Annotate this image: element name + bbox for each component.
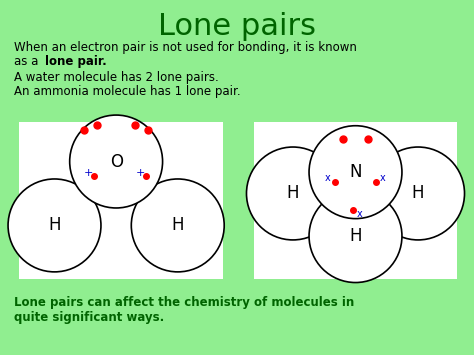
Text: +: +	[136, 168, 145, 178]
Text: H: H	[349, 227, 362, 245]
Text: Lone pairs: Lone pairs	[158, 12, 316, 42]
Text: When an electron pair is not used for bonding, it is known: When an electron pair is not used for bo…	[14, 41, 357, 54]
Text: N: N	[349, 163, 362, 181]
Text: H: H	[287, 185, 299, 202]
Text: x: x	[356, 209, 362, 219]
Bar	[254, 122, 457, 279]
Text: as a: as a	[14, 55, 42, 68]
Text: H: H	[172, 217, 184, 234]
Ellipse shape	[246, 147, 339, 240]
Text: +: +	[83, 168, 93, 178]
Bar	[19, 122, 223, 279]
Ellipse shape	[309, 126, 402, 219]
Text: H: H	[412, 185, 424, 202]
Text: An ammonia molecule has 1 lone pair.: An ammonia molecule has 1 lone pair.	[14, 85, 241, 98]
Ellipse shape	[70, 115, 163, 208]
Text: Lone pairs can affect the chemistry of molecules in
quite significant ways.: Lone pairs can affect the chemistry of m…	[14, 296, 355, 324]
Ellipse shape	[372, 147, 465, 240]
Text: O: O	[109, 153, 123, 170]
Text: lone pair.: lone pair.	[45, 55, 107, 68]
Ellipse shape	[131, 179, 224, 272]
Text: H: H	[48, 217, 61, 234]
Text: x: x	[325, 173, 331, 183]
Text: A water molecule has 2 lone pairs.: A water molecule has 2 lone pairs.	[14, 71, 219, 84]
Text: x: x	[380, 173, 386, 183]
Ellipse shape	[8, 179, 101, 272]
Ellipse shape	[309, 190, 402, 283]
